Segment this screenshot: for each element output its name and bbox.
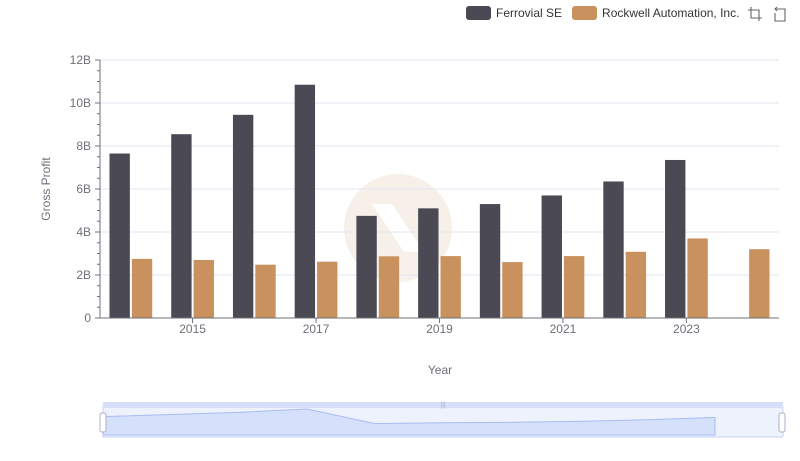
y-axis: 0 2B 4B 6B 8B 10B 12B bbox=[70, 53, 101, 325]
chart-toolbox bbox=[747, 6, 789, 22]
zoom-drag-grip-icon[interactable]: ||| bbox=[440, 402, 446, 409]
y-axis-title: Gross Profit bbox=[39, 157, 53, 221]
bar-ferrovial bbox=[418, 208, 439, 318]
legend-swatch-rockwell bbox=[572, 6, 598, 20]
bar-rockwell bbox=[502, 262, 523, 318]
x-tick-label: 2023 bbox=[673, 322, 700, 336]
legend-swatch-ferrovial bbox=[466, 6, 491, 20]
x-axis-title: Year bbox=[428, 363, 452, 377]
bar-ferrovial bbox=[479, 204, 501, 318]
bar-ferrovial bbox=[294, 84, 316, 318]
zoom-preview-area bbox=[102, 408, 716, 436]
bar-rockwell bbox=[749, 249, 770, 318]
legend-item-ferrovial[interactable]: Ferrovial SE bbox=[466, 6, 562, 20]
chart-legend: Ferrovial SE Rockwell Automation, Inc. bbox=[466, 4, 749, 22]
x-axis: 2015 2017 2019 2021 2023 bbox=[100, 317, 779, 336]
bar-series bbox=[109, 84, 770, 318]
legend-label-rockwell: Rockwell Automation, Inc. bbox=[602, 6, 740, 20]
bar-rockwell bbox=[687, 238, 708, 318]
legend-item-rockwell[interactable]: Rockwell Automation, Inc. bbox=[572, 6, 739, 20]
bar-rockwell bbox=[317, 261, 338, 318]
zoom-select-icon[interactable] bbox=[747, 6, 763, 22]
bar-ferrovial bbox=[109, 153, 130, 318]
y-tick-label: 0 bbox=[84, 311, 91, 325]
y-tick-label: 4B bbox=[76, 225, 91, 239]
y-tick-label: 12B bbox=[70, 53, 91, 67]
bar-ferrovial bbox=[665, 159, 686, 318]
x-tick-label: 2021 bbox=[550, 322, 577, 336]
x-tick-label: 2017 bbox=[303, 322, 330, 336]
y-tick-label: 10B bbox=[70, 96, 91, 110]
y-tick-label: 6B bbox=[76, 182, 91, 196]
bar-rockwell bbox=[440, 256, 461, 318]
bar-ferrovial bbox=[171, 134, 192, 318]
zoom-handle-right[interactable] bbox=[778, 412, 786, 433]
bar-ferrovial bbox=[541, 195, 562, 318]
bar-ferrovial bbox=[232, 114, 254, 318]
x-tick-label: 2015 bbox=[179, 322, 206, 336]
zoom-reset-icon[interactable] bbox=[773, 6, 789, 22]
zoom-slider-selection[interactable] bbox=[103, 402, 783, 408]
bar-rockwell bbox=[255, 264, 276, 318]
data-zoom-slider[interactable]: ||| bbox=[99, 402, 786, 438]
zoom-handle-left[interactable] bbox=[99, 412, 107, 433]
x-tick-label: 2019 bbox=[426, 322, 453, 336]
legend-label-ferrovial: Ferrovial SE bbox=[496, 6, 563, 20]
y-tick-label: 2B bbox=[76, 268, 91, 282]
bar-ferrovial bbox=[356, 215, 377, 318]
bar-rockwell bbox=[131, 258, 153, 318]
bar-rockwell bbox=[625, 251, 647, 318]
bar-rockwell bbox=[563, 256, 585, 318]
bar-ferrovial bbox=[603, 181, 624, 318]
y-tick-label: 8B bbox=[76, 139, 91, 153]
bar-rockwell bbox=[193, 259, 214, 318]
bar-rockwell bbox=[378, 256, 400, 318]
